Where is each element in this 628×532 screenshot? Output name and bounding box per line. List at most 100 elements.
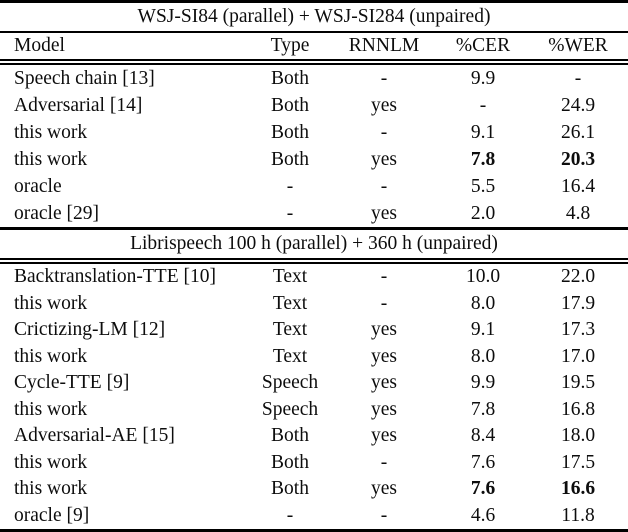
cell-rnnlm: yes [371, 478, 397, 500]
cell-wer: 16.8 [560, 398, 596, 420]
cell-type: Speech [261, 372, 319, 394]
cell-wer: 17.9 [560, 292, 596, 314]
cell-wer: 18.0 [560, 425, 596, 447]
cell-model: Adversarial-AE [15] [14, 425, 175, 447]
cell-model: Cycle-TTE [9] [14, 372, 130, 394]
cell-rnnlm: yes [371, 372, 397, 394]
cell-model: oracle [9] [14, 504, 90, 526]
cell-rnnlm: - [380, 266, 388, 288]
table-row: this work Speech yes 7.8 16.8 [0, 397, 628, 424]
cell-model: this work [14, 292, 88, 314]
table-row: this work Text - 8.0 17.9 [0, 291, 628, 318]
table-row: Adversarial-AE [15] Both yes 8.4 18.0 [0, 423, 628, 450]
cell-model: this work [14, 345, 88, 367]
section-title: WSJ-SI84 (parallel) + WSJ-SI284 (unpaire… [0, 1, 628, 33]
cell-model: Backtranslation-TTE [10] [14, 266, 216, 288]
cell-cer: 4.6 [470, 504, 496, 526]
cell-model: this work [14, 148, 88, 170]
cell-cer: 9.1 [470, 121, 496, 143]
cell-model: oracle [14, 175, 62, 197]
cell-cer: 9.1 [470, 319, 496, 341]
cell-cer: 7.8 [470, 398, 496, 420]
column-header-cer: %CER [438, 32, 528, 65]
section-title-row: WSJ-SI84 (parallel) + WSJ-SI284 (unpaire… [0, 1, 628, 33]
cell-wer: 17.0 [560, 345, 596, 367]
cell-cer: 9.9 [470, 372, 496, 394]
cell-cer: 2.0 [470, 202, 496, 224]
cell-type: - [286, 504, 294, 526]
cell-type: Both [271, 425, 309, 447]
table-row: this work Both - 7.6 17.5 [0, 450, 628, 477]
cell-model: Speech chain [13] [14, 67, 155, 89]
cell-cer: 7.8 [470, 148, 496, 170]
cell-rnnlm: - [380, 504, 388, 526]
table-row: oracle - - 5.5 16.4 [0, 173, 628, 200]
cell-cer: 7.6 [470, 451, 496, 473]
cell-type: Both [271, 94, 309, 116]
cell-rnnlm: - [380, 292, 388, 314]
cell-wer: 11.8 [561, 504, 595, 526]
column-header-row: Model Type RNNLM %CER %WER [0, 32, 628, 65]
cell-wer: 16.4 [560, 175, 596, 197]
cell-type: - [286, 175, 294, 197]
table-row: oracle [9] - - 4.6 11.8 [0, 503, 628, 531]
cell-model: this work [14, 121, 88, 143]
cell-rnnlm: - [380, 121, 388, 143]
cell-wer: 16.6 [560, 478, 596, 500]
cell-cer: 10.0 [465, 266, 501, 288]
cell-wer: 17.5 [560, 451, 596, 473]
column-header-model: Model [0, 32, 250, 65]
cell-rnnlm: yes [371, 345, 397, 367]
cell-cer: 5.5 [470, 175, 496, 197]
cell-wer: 22.0 [560, 266, 596, 288]
table-row: this work Both yes 7.6 16.6 [0, 476, 628, 503]
cell-model: this work [14, 478, 88, 500]
cell-cer: 8.0 [470, 345, 496, 367]
cell-cer: - [479, 94, 487, 116]
cell-type: Both [271, 478, 309, 500]
cell-wer: 24.9 [560, 94, 596, 116]
cell-wer: 4.8 [565, 202, 591, 224]
cell-rnnlm: - [380, 67, 388, 89]
cell-rnnlm: yes [371, 94, 397, 116]
section-title-row: Librispeech 100 h (parallel) + 360 h (un… [0, 227, 628, 264]
cell-model: oracle [29] [14, 202, 99, 224]
table-row: this work Both - 9.1 26.1 [0, 119, 628, 146]
cell-rnnlm: yes [371, 148, 397, 170]
table-row: this work Text yes 8.0 17.0 [0, 344, 628, 371]
cell-type: Both [271, 148, 309, 170]
table-row: Cycle-TTE [9] Speech yes 9.9 19.5 [0, 370, 628, 397]
cell-type: Text [272, 319, 308, 341]
column-header-type: Type [250, 32, 330, 65]
cell-rnnlm: - [380, 175, 388, 197]
cell-wer: 19.5 [560, 372, 596, 394]
table-row: Speech chain [13] Both - 9.9 - [0, 62, 628, 92]
cell-model: Adversarial [14] [14, 94, 143, 116]
cell-type: Speech [261, 398, 319, 420]
cell-cer: 9.9 [470, 67, 496, 89]
cell-rnnlm: yes [371, 425, 397, 447]
cell-cer: 8.4 [470, 425, 496, 447]
cell-cer: 7.6 [470, 478, 496, 500]
table-row: this work Both yes 7.8 20.3 [0, 146, 628, 173]
cell-model: this work [14, 398, 88, 420]
column-header-wer: %WER [528, 32, 628, 65]
cell-type: Both [271, 67, 309, 89]
cell-wer: 20.3 [560, 148, 596, 170]
cell-type: Text [272, 292, 308, 314]
cell-rnnlm: yes [371, 202, 397, 224]
table-row: Crictizing-LM [12] Text yes 9.1 17.3 [0, 317, 628, 344]
cell-rnnlm: yes [371, 319, 397, 341]
cell-type: Both [271, 121, 309, 143]
cell-rnnlm: yes [371, 398, 397, 420]
cell-wer: - [574, 67, 582, 89]
cell-wer: 26.1 [560, 121, 596, 143]
cell-type: Both [271, 451, 309, 473]
cell-rnnlm: - [380, 451, 388, 473]
cell-model: Crictizing-LM [12] [14, 319, 166, 341]
cell-type: Text [272, 266, 308, 288]
table-row: oracle [29] - yes 2.0 4.8 [0, 200, 628, 229]
